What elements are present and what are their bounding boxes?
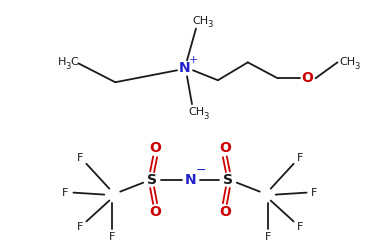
- Text: CH: CH: [188, 107, 204, 117]
- Text: F: F: [296, 153, 303, 163]
- Text: 3: 3: [66, 62, 71, 71]
- Text: S: S: [223, 173, 233, 187]
- Text: C: C: [70, 57, 78, 67]
- Text: F: F: [77, 222, 83, 232]
- Text: F: F: [109, 232, 115, 242]
- Text: H: H: [58, 57, 67, 67]
- Text: F: F: [311, 188, 318, 198]
- Text: −: −: [196, 164, 206, 177]
- Text: O: O: [149, 141, 161, 155]
- Text: O: O: [302, 71, 314, 85]
- Text: F: F: [296, 222, 303, 232]
- Text: O: O: [219, 206, 231, 220]
- Text: 3: 3: [207, 20, 213, 29]
- Text: CH: CH: [192, 16, 208, 26]
- Text: N: N: [179, 61, 191, 75]
- Text: F: F: [77, 153, 83, 163]
- Text: F: F: [62, 188, 69, 198]
- Text: F: F: [264, 232, 271, 242]
- Text: 3: 3: [203, 112, 209, 121]
- Text: N: N: [185, 173, 197, 187]
- Text: O: O: [219, 141, 231, 155]
- Text: +: +: [188, 55, 198, 65]
- Text: O: O: [149, 206, 161, 220]
- Text: CH: CH: [339, 57, 355, 67]
- Text: S: S: [147, 173, 157, 187]
- Text: 3: 3: [355, 62, 360, 71]
